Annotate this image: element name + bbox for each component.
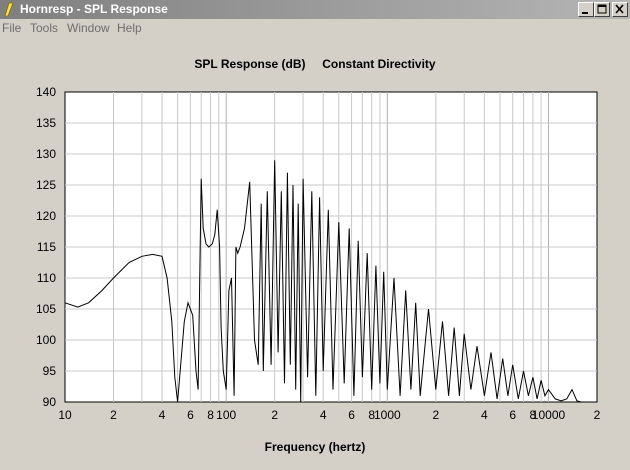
x-tick-label: 2 <box>271 408 278 422</box>
minimize-icon <box>582 12 588 14</box>
maximize-button[interactable] <box>594 2 610 17</box>
spl-curve <box>64 160 582 403</box>
x-tick-label: 8 <box>530 408 537 422</box>
close-icon <box>615 4 624 14</box>
x-tick-label: 8 <box>368 408 375 422</box>
title-bar[interactable]: Hornresp - SPL Response <box>0 0 630 19</box>
x-tick-label: 6 <box>187 408 194 422</box>
x-tick-label: 2 <box>110 408 117 422</box>
x-tick-label: 2 <box>432 408 439 422</box>
chart-subtitle: Constant Directivity <box>322 57 436 71</box>
x-tick-label: 1000 <box>374 408 401 422</box>
x-tick-label: 100 <box>216 408 236 422</box>
window-title: Hornresp - SPL Response <box>20 2 168 16</box>
x-tick-label: 4 <box>481 408 488 422</box>
y-tick-label: 100 <box>36 333 56 347</box>
y-tick-label: 135 <box>36 116 56 130</box>
x-tick-label: 10000 <box>532 408 566 422</box>
y-tick-label: 115 <box>37 240 56 254</box>
maximize-icon <box>597 4 607 14</box>
x-axis-label: Frequency (hertz) <box>264 440 366 454</box>
x-tick-label: 4 <box>159 408 166 422</box>
chart-title: SPL Response (dB) <box>194 57 306 71</box>
x-tick-label: 8 <box>207 408 214 422</box>
y-tick-label: 120 <box>36 209 56 223</box>
y-tick-label: 105 <box>36 302 56 316</box>
hornresp-app-icon <box>4 2 14 17</box>
x-tick-label: 6 <box>509 408 516 422</box>
x-tick-label: 6 <box>348 408 355 422</box>
chart-title-row: SPL Response (dB) Constant Directivity <box>0 57 630 71</box>
menu-help[interactable]: Help <box>117 21 142 35</box>
y-tick-label: 130 <box>36 147 56 161</box>
y-tick-label: 95 <box>43 364 57 378</box>
y-tick-label: 125 <box>36 178 56 192</box>
close-button[interactable] <box>612 2 628 17</box>
menu-file[interactable]: File <box>2 21 22 35</box>
menu-bar: File Tools Window Help <box>0 19 630 37</box>
y-tick-label: 90 <box>43 395 57 409</box>
x-tick-label: 2 <box>594 408 601 422</box>
minimize-button[interactable] <box>578 2 594 17</box>
y-tick-label: 110 <box>37 271 56 285</box>
y-tick-label: 140 <box>36 85 56 99</box>
x-tick-label: 4 <box>320 408 327 422</box>
menu-tools[interactable]: Tools <box>30 21 59 35</box>
x-tick-label: 10 <box>58 408 72 422</box>
menu-window[interactable]: Window <box>67 21 110 35</box>
